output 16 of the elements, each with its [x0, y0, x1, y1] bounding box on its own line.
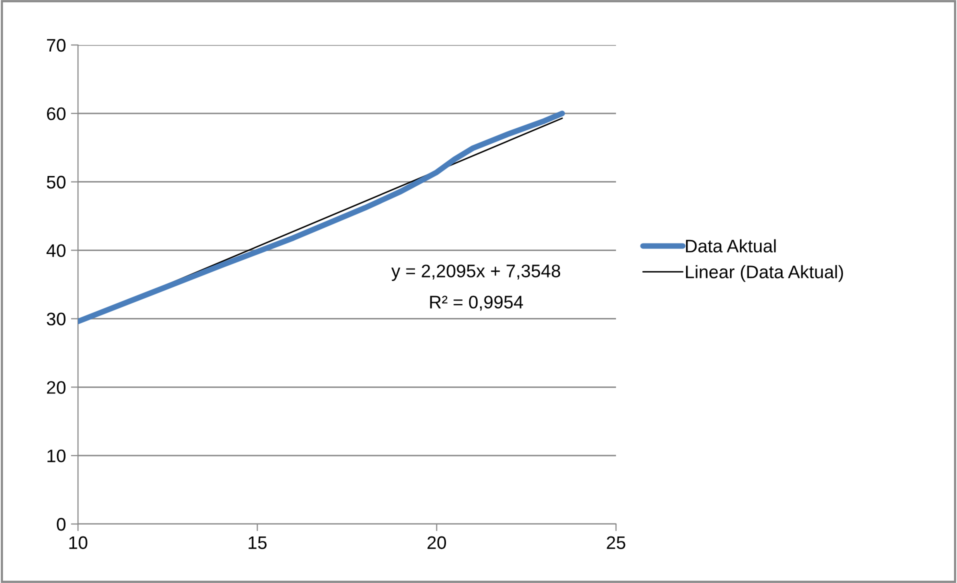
- y-tick-label: 30: [46, 312, 66, 326]
- x-tick-label: 10: [69, 536, 88, 550]
- y-tick-label: 50: [46, 176, 66, 189]
- x-tick-label: 25: [606, 536, 626, 550]
- x-tick-label: 15: [248, 536, 267, 550]
- annotation: y = 2,2095x + 7,3548: [391, 264, 560, 281]
- y-tick-label: 10: [47, 450, 66, 462]
- legend-label: Data Aktual: [686, 239, 776, 252]
- annotation: R² = 0,9954: [430, 296, 524, 311]
- x-tick-label: 20: [428, 536, 446, 550]
- legend-label: Linear (Data Aktual): [686, 265, 843, 282]
- y-tick-label: 70: [47, 38, 66, 52]
- y-tick-label: 0: [56, 518, 66, 531]
- y-tick-label: 40: [46, 244, 66, 258]
- y-tick-label: 60: [47, 107, 66, 120]
- y-tick-label: 20: [47, 381, 66, 394]
